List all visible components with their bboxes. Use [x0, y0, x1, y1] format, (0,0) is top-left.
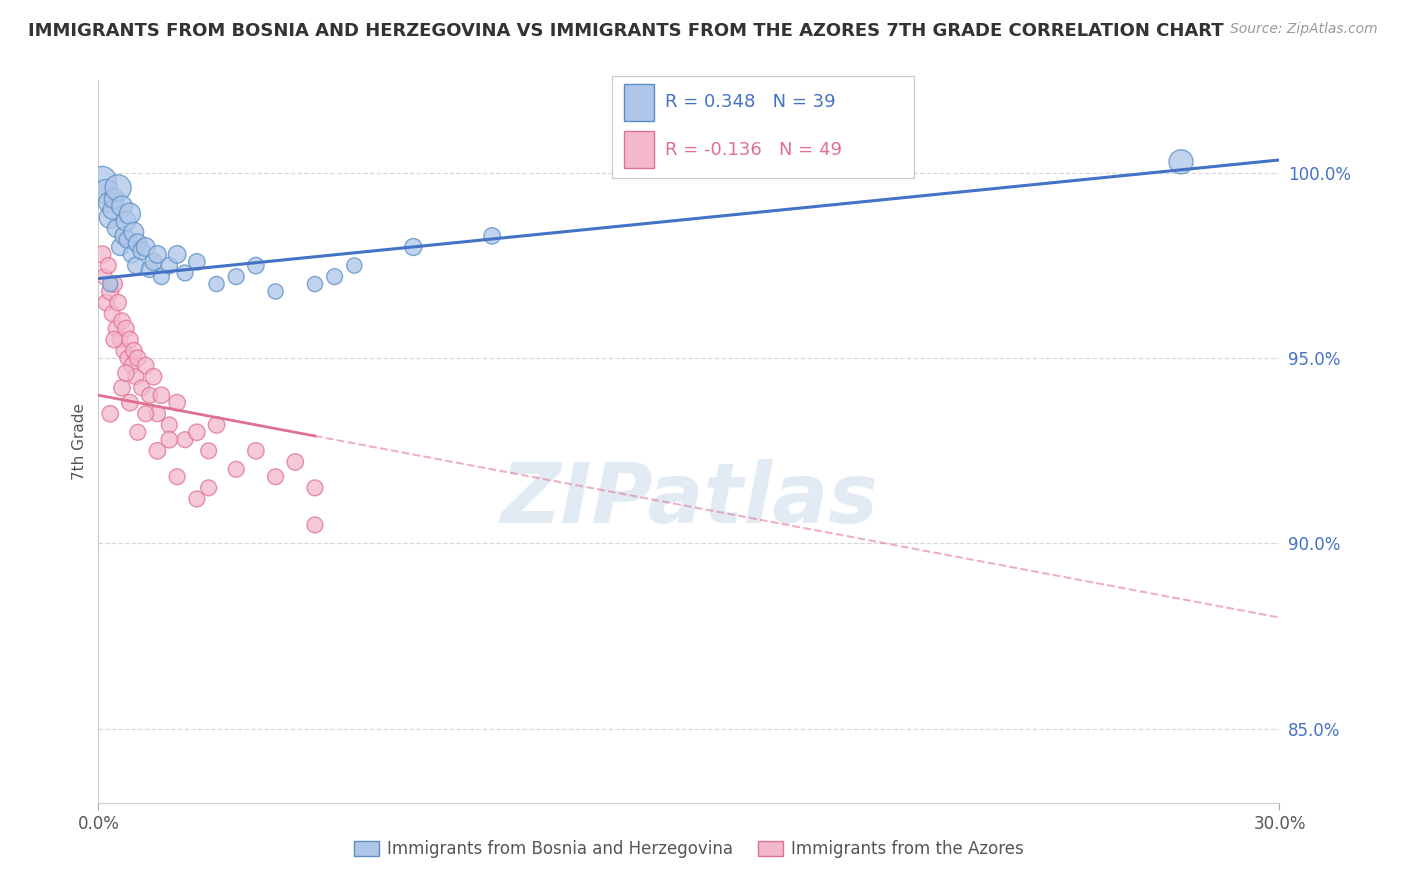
Point — [101, 202, 124, 217]
Point — [98, 277, 121, 291]
Point — [122, 225, 145, 239]
Point — [186, 255, 208, 269]
Point — [118, 395, 141, 409]
Point — [97, 259, 120, 273]
Point — [91, 173, 114, 187]
Point — [98, 407, 121, 421]
Point — [115, 366, 138, 380]
Point — [96, 295, 118, 310]
Point — [117, 233, 139, 247]
Point — [264, 285, 287, 299]
Point — [107, 180, 129, 194]
Point — [1170, 154, 1192, 169]
Y-axis label: 7th Grade: 7th Grade — [72, 403, 87, 480]
Point — [96, 185, 118, 199]
Bar — [624, 84, 654, 121]
Point — [107, 295, 129, 310]
Point — [135, 359, 157, 373]
Point — [122, 343, 145, 358]
Point — [245, 259, 267, 273]
Point — [138, 262, 160, 277]
Point — [103, 192, 125, 206]
Point — [98, 285, 121, 299]
Point — [146, 407, 169, 421]
Point — [127, 236, 149, 251]
Text: R = -0.136   N = 49: R = -0.136 N = 49 — [665, 141, 842, 159]
Point — [115, 321, 138, 335]
Point — [304, 517, 326, 532]
Point — [121, 359, 143, 373]
Point — [174, 266, 197, 280]
Point — [105, 221, 128, 235]
Point — [146, 443, 169, 458]
Point — [118, 333, 141, 347]
Point — [186, 425, 208, 440]
Point — [197, 481, 219, 495]
Text: Source: ZipAtlas.com: Source: ZipAtlas.com — [1230, 22, 1378, 37]
Point — [166, 469, 188, 483]
Point — [304, 481, 326, 495]
Point — [205, 417, 228, 432]
Text: IMMIGRANTS FROM BOSNIA AND HERZEGOVINA VS IMMIGRANTS FROM THE AZORES 7TH GRADE C: IMMIGRANTS FROM BOSNIA AND HERZEGOVINA V… — [28, 22, 1223, 40]
Point — [103, 277, 125, 291]
Point — [117, 351, 139, 366]
Point — [97, 195, 120, 210]
Point — [157, 417, 180, 432]
Point — [264, 469, 287, 483]
Point — [111, 199, 134, 213]
Point — [197, 443, 219, 458]
Point — [112, 343, 135, 358]
Point — [135, 240, 157, 254]
Point — [135, 407, 157, 421]
Point — [127, 351, 149, 366]
Point — [150, 388, 173, 402]
Point — [131, 244, 153, 258]
Point — [91, 247, 114, 261]
Text: ZIPatlas: ZIPatlas — [501, 458, 877, 540]
Point — [125, 369, 148, 384]
Point — [157, 433, 180, 447]
Point — [323, 269, 346, 284]
Point — [157, 259, 180, 273]
Point — [111, 314, 134, 328]
Point — [118, 207, 141, 221]
Text: R = 0.348   N = 39: R = 0.348 N = 39 — [665, 94, 835, 112]
Point — [138, 388, 160, 402]
Point — [402, 240, 425, 254]
Point — [205, 277, 228, 291]
Point — [105, 321, 128, 335]
Bar — [624, 131, 654, 168]
Point — [186, 491, 208, 506]
Point — [112, 228, 135, 243]
Point — [174, 433, 197, 447]
Point — [121, 247, 143, 261]
Point — [245, 443, 267, 458]
Point — [284, 455, 307, 469]
Point — [146, 247, 169, 261]
Point — [481, 228, 503, 243]
Point — [142, 369, 165, 384]
Point — [304, 277, 326, 291]
Point — [108, 333, 131, 347]
Point — [111, 381, 134, 395]
Point — [225, 462, 247, 476]
Point — [142, 255, 165, 269]
Point — [343, 259, 366, 273]
Point — [131, 381, 153, 395]
Point — [225, 269, 247, 284]
Point — [98, 211, 121, 225]
Point — [103, 333, 125, 347]
Point — [150, 269, 173, 284]
Point — [166, 247, 188, 261]
Point — [108, 240, 131, 254]
Point — [166, 395, 188, 409]
Point — [93, 269, 115, 284]
Point — [125, 259, 148, 273]
Point — [127, 425, 149, 440]
Point — [115, 214, 138, 228]
Point — [101, 307, 124, 321]
Legend: Immigrants from Bosnia and Herzegovina, Immigrants from the Azores: Immigrants from Bosnia and Herzegovina, … — [346, 832, 1032, 867]
